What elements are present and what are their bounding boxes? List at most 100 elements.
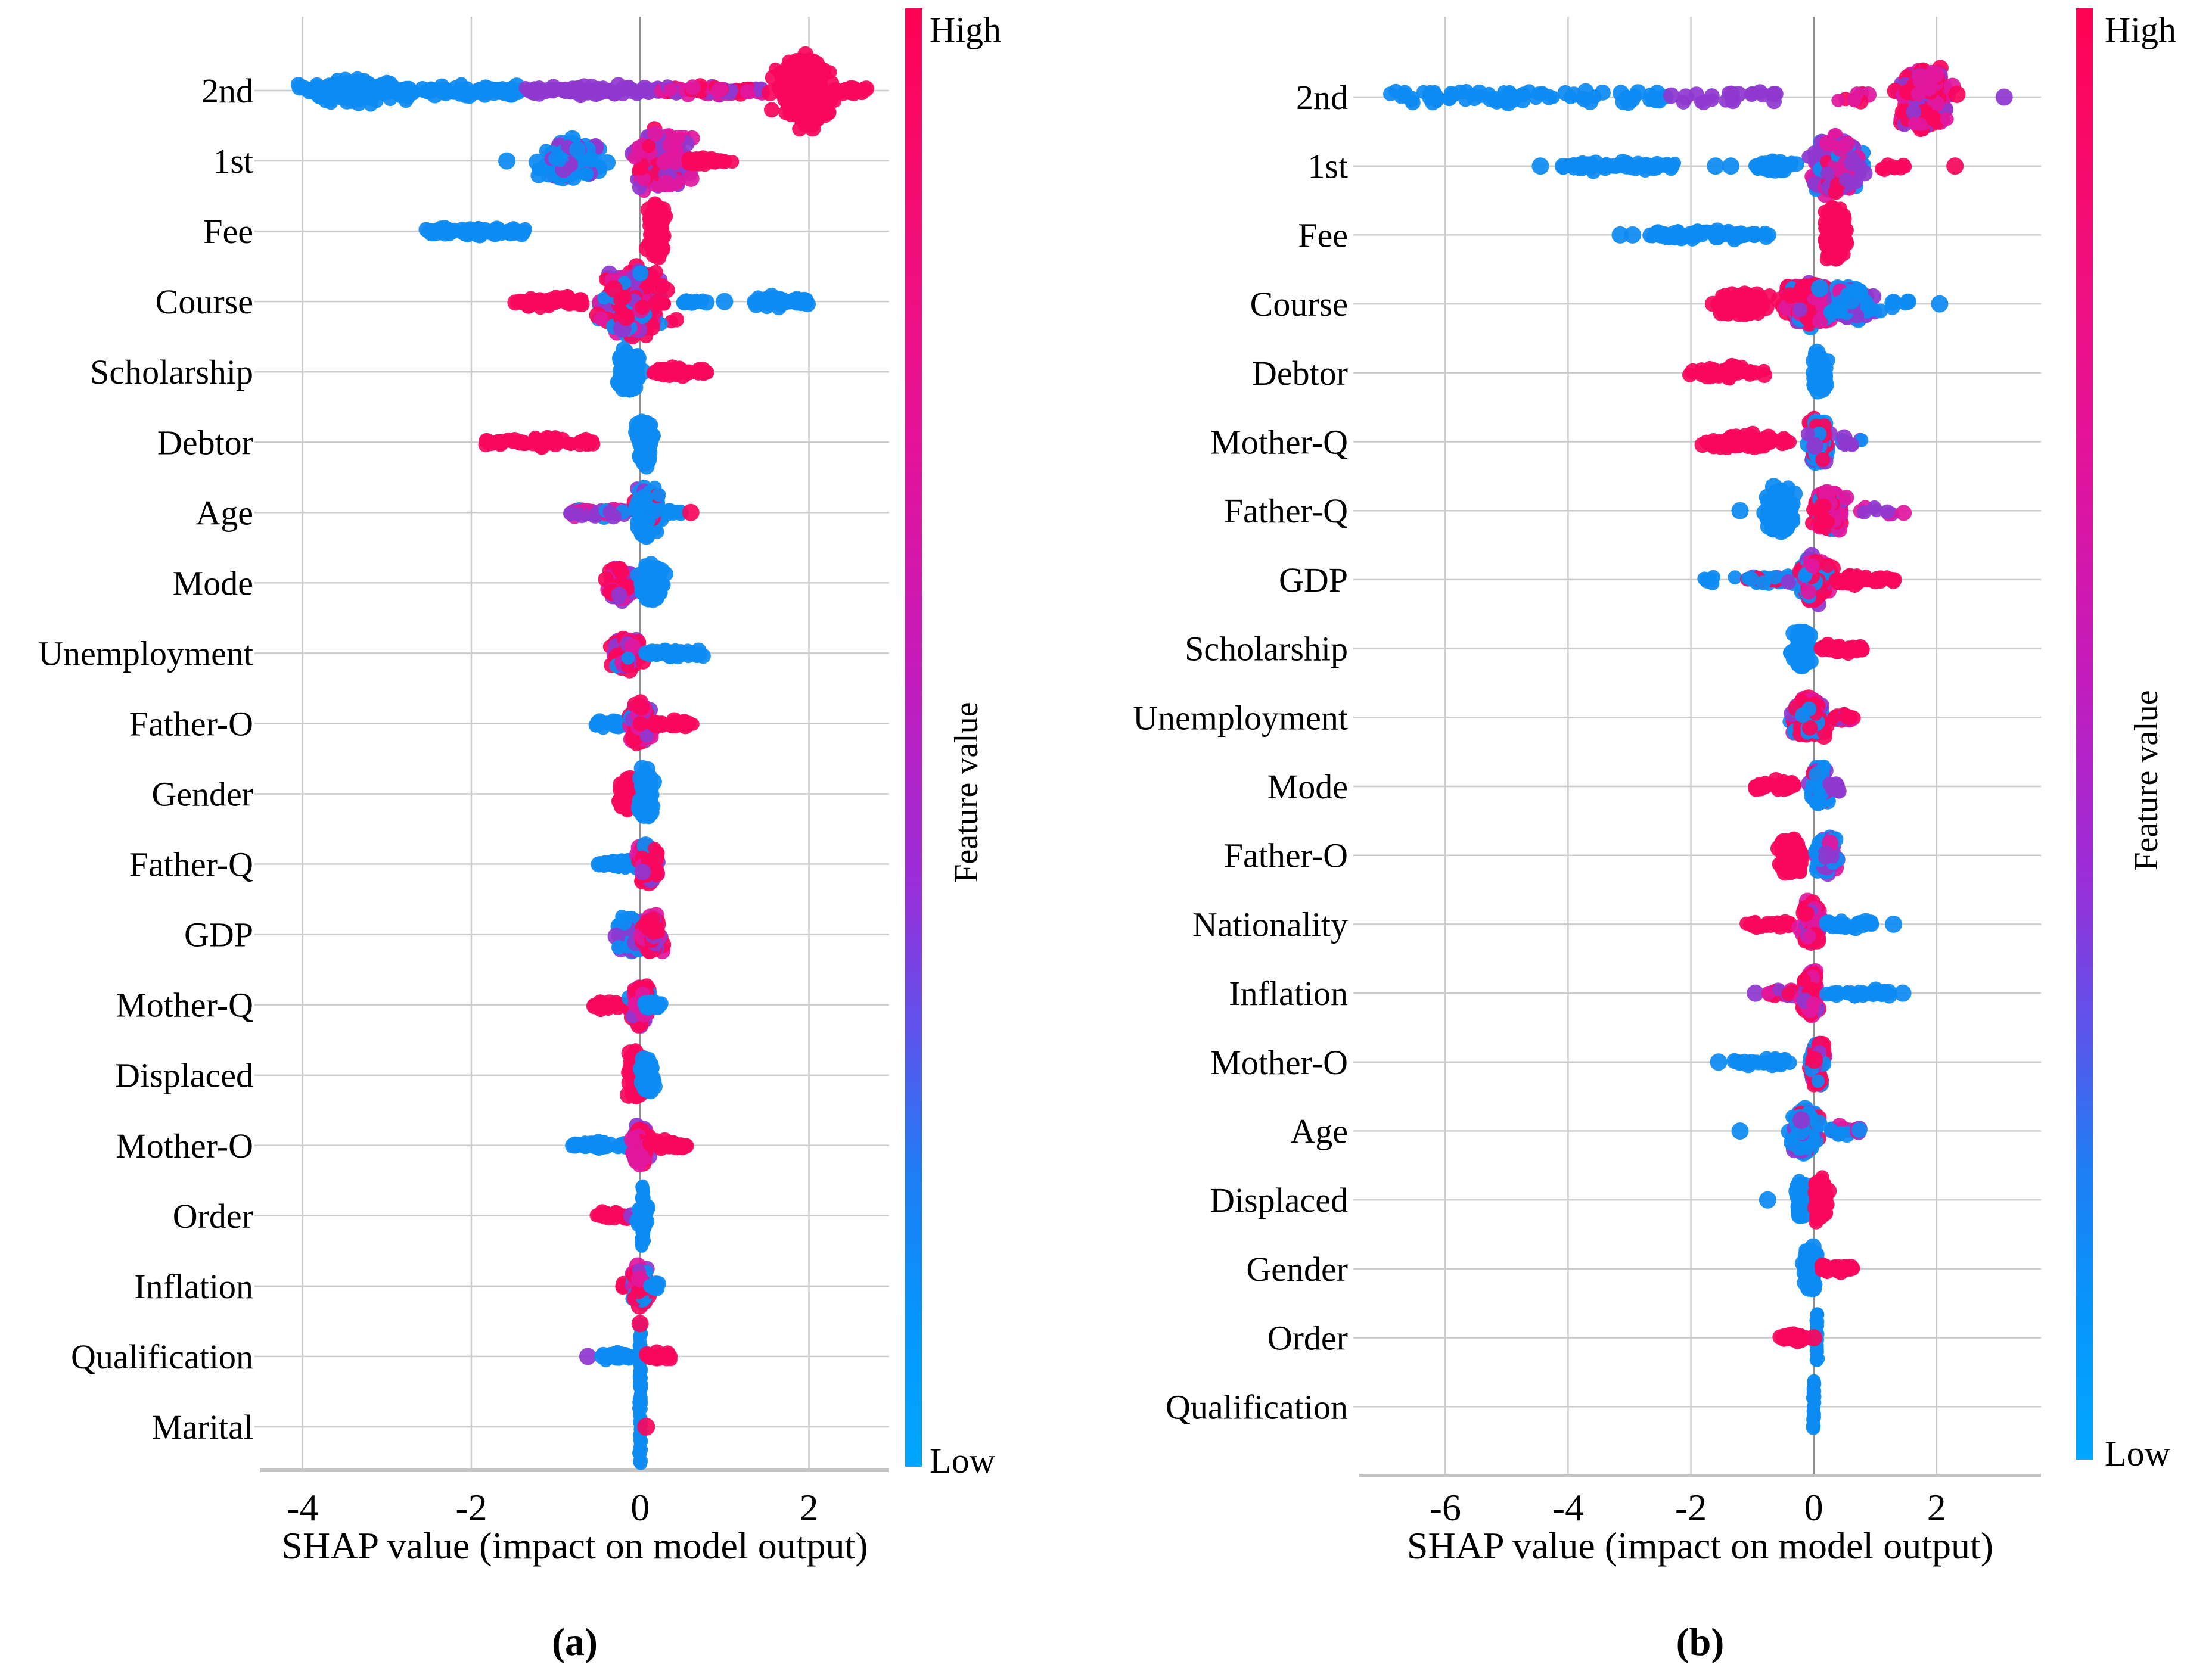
- feature-label: Marital: [151, 1408, 253, 1446]
- data-point: [644, 84, 658, 98]
- feature-label: Displaced: [115, 1056, 253, 1095]
- data-point: [1940, 112, 1954, 126]
- data-point: [1502, 87, 1518, 102]
- data-point: [438, 86, 453, 102]
- feature-row: [586, 978, 669, 1034]
- data-point: [617, 309, 635, 326]
- data-point: [645, 924, 661, 940]
- data-point: [559, 295, 574, 310]
- data-point: [1927, 65, 1944, 83]
- data-point: [1563, 90, 1578, 104]
- data-point: [635, 1364, 648, 1377]
- data-point: [1705, 93, 1719, 107]
- data-point: [621, 651, 635, 665]
- data-point: [1820, 166, 1835, 181]
- data-point: [594, 311, 608, 326]
- data-point: [553, 154, 567, 167]
- data-point: [1490, 94, 1505, 108]
- data-point: [1443, 86, 1459, 101]
- data-point: [291, 79, 308, 96]
- data-point: [1394, 89, 1409, 104]
- data-point: [625, 373, 639, 388]
- data-point: [644, 223, 661, 241]
- data-point: [318, 94, 333, 108]
- feature-label: 1st: [213, 142, 253, 181]
- data-point: [1651, 226, 1667, 242]
- data-point: [341, 87, 356, 102]
- feature-row: [591, 836, 666, 892]
- data-point: [653, 1352, 667, 1366]
- data-point: [1729, 303, 1744, 318]
- data-point: [1995, 88, 2013, 106]
- gridlines: [254, 17, 889, 1470]
- x-tick-label: -2: [455, 1486, 487, 1529]
- feature-label: Mother-Q: [116, 986, 253, 1025]
- feature-row: [507, 258, 816, 345]
- data-point: [1875, 162, 1888, 176]
- colorbar-high-label: High: [930, 10, 1001, 49]
- data-point: [605, 280, 623, 298]
- data-point: [682, 503, 700, 521]
- beeswarm-points: [1383, 60, 2013, 1435]
- feature-row: [565, 1118, 694, 1173]
- feature-row: [579, 1315, 678, 1396]
- feature-row: [1611, 200, 1854, 267]
- feature-row: [632, 1385, 655, 1470]
- data-point: [605, 508, 622, 525]
- data-point: [1676, 95, 1691, 110]
- data-point: [653, 239, 670, 257]
- feature-label: Age: [195, 493, 253, 532]
- data-point: [585, 437, 601, 452]
- data-point: [538, 294, 552, 307]
- data-point: [1618, 159, 1635, 175]
- data-point: [616, 914, 633, 931]
- data-point: [567, 1137, 582, 1153]
- data-point: [634, 1388, 647, 1401]
- x-axis-title: SHAP value (impact on model output): [281, 1524, 868, 1567]
- feature-label: Unemployment: [38, 634, 253, 673]
- feature-label: Gender: [151, 775, 253, 814]
- data-point: [716, 293, 734, 310]
- feature-row: [611, 760, 662, 825]
- data-point: [625, 1144, 641, 1161]
- data-point: [1627, 88, 1642, 102]
- data-point: [1624, 226, 1642, 244]
- data-point: [1561, 158, 1576, 173]
- data-point: [596, 1136, 610, 1150]
- data-point: [523, 82, 539, 99]
- data-point: [1471, 84, 1488, 101]
- data-point: [660, 645, 676, 661]
- data-point: [510, 295, 525, 309]
- feature-row: [620, 1043, 663, 1105]
- data-point: [611, 561, 628, 577]
- data-point: [1536, 87, 1549, 101]
- data-point: [666, 712, 683, 729]
- data-point: [779, 60, 795, 75]
- data-point: [703, 151, 720, 168]
- data-point: [650, 578, 665, 594]
- data-point: [1856, 165, 1873, 182]
- data-point: [1832, 141, 1848, 157]
- data-point: [625, 82, 641, 99]
- data-point: [635, 1059, 651, 1074]
- data-point: [1582, 93, 1599, 110]
- data-point: [648, 265, 663, 279]
- data-point: [682, 294, 695, 307]
- data-point: [1725, 93, 1741, 110]
- data-point: [639, 805, 655, 822]
- data-point: [1948, 85, 1966, 103]
- data-point: [611, 940, 626, 955]
- data-point: [609, 1352, 624, 1366]
- data-point: [669, 312, 684, 328]
- feature-label: Father-Q: [129, 845, 253, 884]
- feature-label: Mode: [173, 564, 253, 602]
- data-point: [832, 83, 849, 99]
- data-point: [639, 451, 655, 468]
- data-point: [632, 715, 648, 732]
- feature-row: [589, 1179, 655, 1253]
- data-point: [580, 167, 594, 181]
- data-point: [1824, 200, 1840, 216]
- data-point: [1683, 231, 1697, 244]
- data-point: [1844, 155, 1860, 172]
